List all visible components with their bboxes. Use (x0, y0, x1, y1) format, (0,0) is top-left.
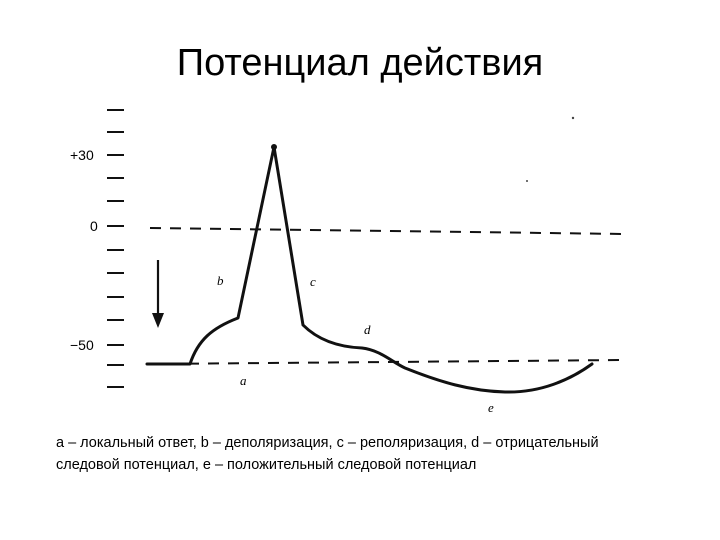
y-axis-ticks (107, 109, 124, 388)
caption-line-2: следовой потенциал, e – положительный сл… (56, 457, 477, 473)
peak-dot (271, 144, 277, 150)
speck (571, 116, 575, 120)
action-potential-diagram: +30 0 −50 a b c d e (70, 109, 626, 415)
resting-level-line (147, 359, 626, 365)
segment-label-a: a (240, 373, 247, 388)
y-label-plus30: +30 (70, 147, 94, 163)
segment-label-d: d (364, 322, 371, 337)
segment-label-c: c (310, 274, 316, 289)
speck (526, 180, 528, 182)
segment-label-e: e (488, 400, 494, 415)
caption: a – локальный ответ, b – деполяризация, … (56, 432, 696, 476)
caption-line-1: a – локальный ответ, b – деполяризация, … (56, 435, 599, 451)
y-label-zero: 0 (90, 218, 98, 234)
action-potential-curve (145, 145, 594, 394)
slide-title: Потенциал действия (176, 42, 544, 84)
zero-level-line (149, 227, 626, 235)
y-label-minus50: −50 (70, 337, 94, 353)
stimulus-arrow-icon (152, 260, 164, 328)
segment-label-b: b (217, 273, 224, 288)
